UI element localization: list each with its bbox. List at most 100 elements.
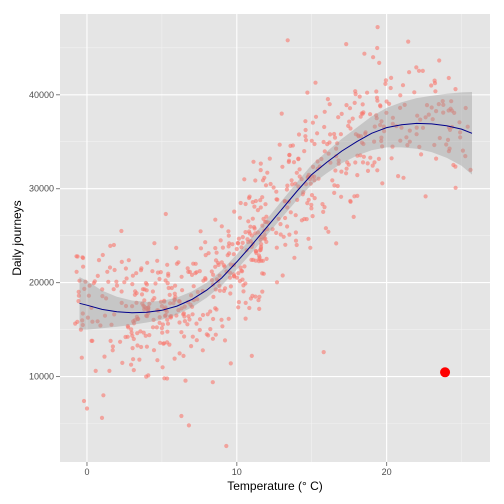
scatter-point [90, 338, 95, 343]
scatter-point [371, 55, 376, 60]
scatter-point [210, 380, 215, 385]
scatter-point [420, 68, 425, 73]
scatter-point [160, 322, 165, 327]
scatter-point [112, 312, 117, 317]
scatter-point [83, 279, 88, 284]
scatter-point [429, 83, 434, 88]
scatter-point [457, 120, 462, 125]
scatter-point [205, 312, 210, 317]
scatter-point [416, 68, 422, 73]
scatter-point [227, 241, 232, 246]
scatter-point [296, 132, 302, 137]
scatter-point [440, 99, 445, 104]
scatter-point [310, 214, 315, 219]
x-tick-label: 20 [382, 467, 392, 477]
scatter-point [379, 138, 384, 144]
scatter-point [243, 201, 248, 207]
scatter-point [81, 398, 87, 404]
scatter-point [195, 297, 200, 302]
scatter-point [283, 215, 288, 221]
scatter-point [284, 187, 289, 192]
scatter-point [203, 277, 208, 282]
scatter-point [190, 304, 195, 309]
scatter-point [353, 92, 358, 97]
x-axis-title: Temperature (° C) [227, 479, 323, 493]
y-tick-label: 30000 [29, 184, 54, 194]
scatter-point [226, 229, 231, 234]
scatter-point [157, 320, 162, 325]
scatter-point [303, 182, 309, 187]
scatter-point [253, 198, 258, 204]
scatter-point [180, 288, 185, 293]
scatter-point [353, 160, 358, 165]
scatter-point [153, 281, 158, 286]
scatter-point [99, 415, 105, 420]
scatter-point [236, 271, 241, 276]
scatter-point [248, 239, 253, 244]
scatter-point [102, 313, 108, 318]
scatter-point [95, 319, 100, 324]
scatter-point [380, 144, 385, 149]
x-tick-label: 10 [232, 467, 242, 477]
scatter-point [144, 374, 149, 379]
scatter-point [264, 239, 269, 244]
scatter-point [190, 334, 195, 339]
scatter-point [302, 149, 307, 154]
scatter-point [168, 301, 173, 306]
scatter-point [177, 351, 182, 356]
scatter-point [311, 164, 316, 169]
scatter-point [108, 338, 113, 343]
scatter-point [189, 293, 194, 298]
scatter-point [150, 325, 156, 330]
scatter-point [198, 246, 204, 251]
scatter-point [187, 317, 192, 322]
scatter-point [258, 198, 263, 203]
scatter-point [109, 322, 114, 327]
scatter-point [228, 270, 233, 275]
scatter-point [328, 160, 333, 165]
scatter-point [267, 156, 272, 161]
scatter-point [426, 112, 431, 117]
scatter-point [430, 117, 435, 122]
scatter-point [217, 288, 222, 293]
scatter-point [465, 124, 470, 129]
scatter-point [82, 286, 87, 291]
scatter-point [168, 315, 173, 320]
scatter-point [247, 305, 252, 311]
highlight-point [440, 367, 451, 378]
scatter-point [444, 142, 449, 147]
scatter-point [399, 125, 404, 130]
scatter-point [390, 144, 395, 149]
scatter-point [120, 360, 125, 365]
scatter-point [285, 38, 290, 43]
scatter-point [271, 185, 276, 190]
scatter-point [112, 267, 117, 273]
scatter-point [189, 272, 195, 277]
scatter-point [338, 132, 343, 137]
scatter-point [219, 317, 224, 322]
scatter-point [126, 258, 131, 263]
scatter-point [361, 154, 366, 159]
scatter-point [163, 313, 168, 318]
scatter-point [213, 287, 218, 292]
scatter-point [189, 344, 194, 349]
scatter-point [200, 348, 205, 353]
scatter-point [182, 319, 187, 324]
scatter-point [315, 131, 320, 136]
scatter-point [441, 102, 446, 107]
scatter-point [265, 170, 270, 175]
scatter-point [240, 277, 245, 282]
scatter-point [332, 131, 337, 137]
y-axis-ticks: 10000 20000 30000 40000 [29, 90, 60, 382]
scatter-point [376, 156, 381, 161]
scatter-point [446, 75, 451, 81]
scatter-point [135, 331, 140, 336]
scatter-point [241, 289, 246, 294]
scatter-point [198, 229, 203, 234]
scatter-point [312, 141, 317, 147]
scatter-point [288, 210, 293, 215]
scatter-point [181, 353, 186, 358]
scatter-point [166, 271, 171, 276]
scatter-point [453, 87, 458, 92]
